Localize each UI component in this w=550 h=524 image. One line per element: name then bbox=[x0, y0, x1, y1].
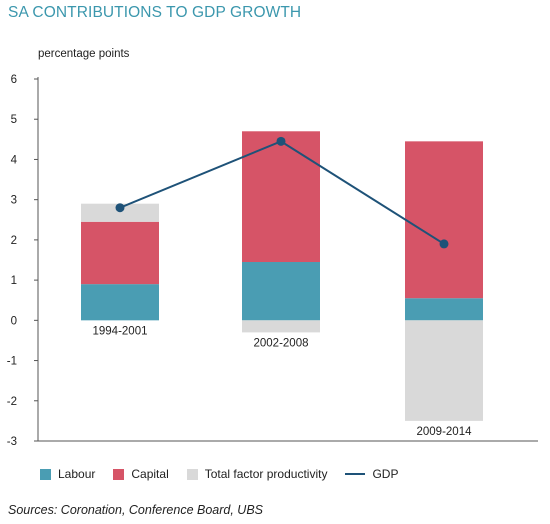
x-category-label: 2002-2008 bbox=[254, 337, 309, 349]
y-tick-label: -1 bbox=[7, 356, 17, 368]
y-tick-label: 2 bbox=[11, 235, 17, 247]
legend-label-capital: Capital bbox=[131, 467, 169, 481]
y-tick-label: 5 bbox=[11, 114, 17, 126]
gdp-point-1 bbox=[115, 203, 125, 213]
legend-label-labour: Labour bbox=[58, 467, 96, 481]
legend-swatch-labour bbox=[40, 468, 51, 480]
legend-item-capital: Capital bbox=[113, 467, 169, 481]
bar-labour-2 bbox=[242, 262, 320, 321]
y-tick-label: 4 bbox=[11, 154, 18, 166]
bar-capital-3 bbox=[405, 141, 483, 299]
legend-label-gdp: GDP bbox=[372, 467, 399, 481]
legend-item-gdp: GDP bbox=[345, 467, 398, 481]
legend: Labour Capital Total factor productivity… bbox=[40, 467, 416, 481]
bar-total-factor-productivity-1 bbox=[81, 203, 159, 222]
y-tick-label: 6 bbox=[11, 74, 17, 86]
y-tick-label: 1 bbox=[11, 275, 17, 287]
legend-label-tfp: Total factor productivity bbox=[204, 467, 328, 481]
bar-labour-3 bbox=[405, 298, 483, 321]
bar-capital-1 bbox=[81, 221, 159, 285]
legend-swatch-capital bbox=[113, 468, 125, 480]
y-tick-label: 0 bbox=[11, 315, 17, 327]
y-tick-label: -3 bbox=[7, 436, 17, 448]
bar-capital-2 bbox=[242, 131, 320, 263]
legend-item-tfp: Total factor productivity bbox=[186, 467, 328, 481]
chart-area: 6 5 4 3 2 1 0 -1 -2 -3 1994-2001 2002-2008 2009-2014 bbox=[7, 74, 538, 448]
legend-item-labour: Labour bbox=[40, 467, 95, 481]
bar-total-factor-productivity-2 bbox=[242, 320, 320, 333]
y-axis-label: percentage points bbox=[38, 48, 130, 60]
source-note: Sources: Coronation, Conference Board, U… bbox=[8, 503, 263, 517]
legend-swatch-gdp bbox=[345, 473, 366, 475]
y-tick-label: 3 bbox=[11, 195, 17, 207]
gdp-point-3 bbox=[439, 239, 449, 249]
y-tick-label: -2 bbox=[7, 396, 17, 408]
bar-total-factor-productivity-3 bbox=[405, 320, 483, 421]
x-category-label: 2009-2014 bbox=[417, 426, 473, 438]
chart-title: SA CONTRIBUTIONS TO GDP GROWTH bbox=[8, 4, 302, 21]
bar-labour-1 bbox=[81, 284, 159, 321]
gdp-point-2 bbox=[276, 136, 286, 146]
x-category-label: 1994-2001 bbox=[93, 325, 148, 337]
legend-swatch-tfp bbox=[186, 468, 198, 480]
